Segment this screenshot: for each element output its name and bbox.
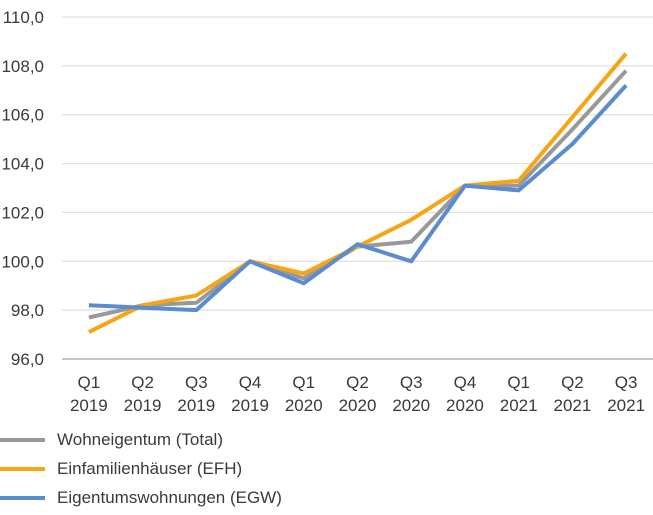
legend-label-efh: Einfamilienhäuser (EFH) bbox=[57, 458, 243, 478]
x-tick-label-year: 2020 bbox=[339, 396, 377, 415]
y-tick-label: 96,0 bbox=[11, 350, 44, 369]
y-tick-label: 102,0 bbox=[1, 203, 44, 222]
x-tick-label-quarter: Q4 bbox=[239, 373, 262, 392]
legend-item-egw: Eigentumswohnungen (EGW) bbox=[0, 483, 282, 512]
x-tick-label-year: 2019 bbox=[231, 396, 269, 415]
x-tick-label-year: 2019 bbox=[124, 396, 162, 415]
series-line-efh bbox=[88, 52, 628, 334]
legend-item-total: Wohneigentum (Total) bbox=[0, 425, 282, 454]
x-tick-label-year: 2020 bbox=[446, 396, 484, 415]
series-line-total bbox=[88, 69, 628, 320]
y-tick-label: 98,0 bbox=[11, 301, 44, 320]
x-tick-label-year: 2020 bbox=[285, 396, 323, 415]
x-tick-label-quarter: Q3 bbox=[400, 373, 423, 392]
legend-label-egw: Eigentumswohnungen (EGW) bbox=[57, 487, 282, 507]
x-tick-label-quarter: Q2 bbox=[346, 373, 369, 392]
series-line-egw bbox=[88, 84, 628, 313]
legend-swatch-egw bbox=[0, 495, 45, 500]
x-axis-tick-labels: Q1 2019 Q2 2019 Q3 2019 Q4 2019 Q1 2020 Q2 2020 Q3 20… bbox=[70, 373, 645, 415]
y-tick-label: 106,0 bbox=[1, 106, 44, 125]
x-tick-label-quarter: Q2 bbox=[561, 373, 584, 392]
legend-label-total: Wohneigentum (Total) bbox=[57, 429, 223, 449]
x-tick-label-quarter: Q1 bbox=[507, 373, 530, 392]
y-tick-label: 104,0 bbox=[1, 155, 44, 174]
x-tick-label-year: 2019 bbox=[177, 396, 215, 415]
x-tick-label-quarter: Q3 bbox=[185, 373, 208, 392]
x-tick-label-quarter: Q2 bbox=[131, 373, 154, 392]
x-tick-label-quarter: Q4 bbox=[454, 373, 477, 392]
x-tick-label-year: 2021 bbox=[553, 396, 591, 415]
x-tick-label-year: 2021 bbox=[500, 396, 538, 415]
line-chart: 96,0 98,0 100,0 102,0 104,0 106,0 108,0 110,0 Q… bbox=[1, 8, 653, 415]
x-tick-label-quarter: Q3 bbox=[615, 373, 638, 392]
series-lines bbox=[88, 52, 628, 334]
y-tick-label: 108,0 bbox=[1, 57, 44, 76]
legend-swatch-efh bbox=[0, 466, 45, 471]
legend-item-efh: Einfamilienhäuser (EFH) bbox=[0, 454, 282, 483]
x-tick-label-quarter: Q1 bbox=[292, 373, 315, 392]
y-tick-label: 110,0 bbox=[3, 8, 44, 27]
x-tick-label-quarter: Q1 bbox=[78, 373, 101, 392]
x-tick-label-year: 2019 bbox=[70, 396, 108, 415]
x-tick-label-year: 2021 bbox=[607, 396, 645, 415]
x-tick-label-year: 2020 bbox=[392, 396, 430, 415]
y-tick-label: 100,0 bbox=[1, 252, 44, 271]
legend-swatch-total bbox=[0, 437, 45, 442]
y-axis-tick-labels: 96,0 98,0 100,0 102,0 104,0 106,0 108,0 110,0 bbox=[1, 8, 44, 369]
legend: Wohneigentum (Total) Einfamilienhäuser (… bbox=[0, 425, 282, 512]
